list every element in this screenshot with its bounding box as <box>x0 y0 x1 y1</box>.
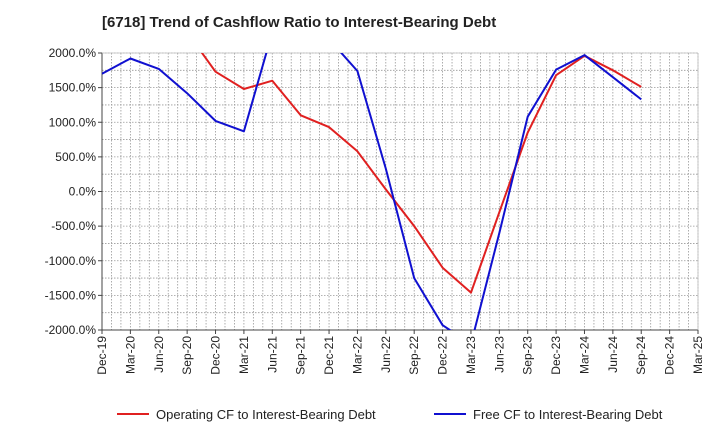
x-tick-label: Jun-20 <box>152 336 166 373</box>
x-tick-label: Dec-20 <box>209 336 223 375</box>
x-tick-label: Mar-24 <box>577 336 591 374</box>
y-tick-label: 1000.0% <box>49 115 97 129</box>
y-tick-label: -500.0% <box>51 219 96 233</box>
y-tick-label: -1000.0% <box>45 254 97 268</box>
series-line-free-cf <box>340 53 642 330</box>
x-tick-label: Sep-21 <box>294 336 308 375</box>
legend-label-operating-cf: Operating CF to Interest-Bearing Debt <box>156 407 376 422</box>
x-tick-label: Sep-23 <box>521 336 535 375</box>
y-tick-label: -2000.0% <box>45 323 97 337</box>
x-tick-label: Mar-21 <box>237 336 251 374</box>
x-tick-label: Mar-22 <box>350 336 364 374</box>
y-tick-label: 2000.0% <box>49 46 97 60</box>
x-tick-label: Dec-24 <box>663 336 677 375</box>
legend-label-free-cf: Free CF to Interest-Bearing Debt <box>473 407 663 422</box>
x-tick-label: Jun-22 <box>379 336 393 373</box>
x-tick-label: Dec-21 <box>322 336 336 375</box>
series-line-free-cf <box>102 53 268 133</box>
x-tick-label: Mar-25 <box>691 336 705 374</box>
x-tick-label: Jun-21 <box>265 336 279 373</box>
y-tick-label: 1500.0% <box>49 81 97 95</box>
x-tick-label: Dec-23 <box>549 336 563 375</box>
y-tick-label: 0.0% <box>69 185 97 199</box>
x-tick-label: Dec-22 <box>436 336 450 375</box>
x-tick-label: Sep-22 <box>407 336 421 375</box>
x-tick-label: Sep-20 <box>180 336 194 375</box>
y-tick-label: -1500.0% <box>45 288 97 302</box>
x-tick-label: Mar-20 <box>123 336 137 374</box>
x-tick-label: Sep-24 <box>634 336 648 375</box>
x-tick-label: Jun-24 <box>606 336 620 373</box>
chart-title: [6718] Trend of Cashflow Ratio to Intere… <box>102 14 497 31</box>
x-tick-label: Mar-23 <box>464 336 478 374</box>
x-tick-label: Dec-19 <box>95 336 109 375</box>
x-tick-label: Jun-23 <box>492 336 506 373</box>
series-line-operating-cf <box>200 53 642 294</box>
y-tick-label: 500.0% <box>55 150 96 164</box>
